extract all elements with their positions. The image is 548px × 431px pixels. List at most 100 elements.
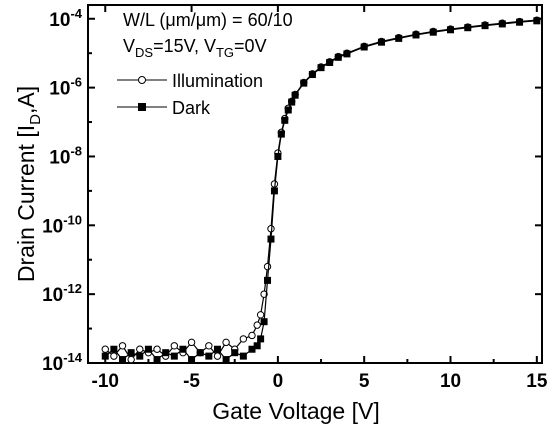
data-point-dark [248,345,256,353]
data-point-dark [101,352,109,360]
legend-label-dark: Dark [172,98,211,118]
data-point-dark [343,50,351,58]
data-point-dark [412,31,420,39]
legend: Illumination Dark [117,71,263,118]
data-point-dark [377,38,385,46]
legend-marker-dark-icon [138,103,146,111]
x-tick-label: 15 [526,371,548,392]
y-tick-label: 10-12 [42,281,82,306]
y-tick-label: 10-10 [42,212,82,237]
y-tick-label-base: 10 [49,79,70,100]
annotation-vtg-value: =0V [234,36,267,56]
y-tick-label: 10-4 [49,6,82,31]
data-point-dark [188,356,196,364]
data-point-dark [288,98,296,106]
data-point-dark [447,26,455,34]
data-point-dark [360,43,368,51]
data-point-illumination [170,342,179,350]
x-tick-label: 0 [273,371,284,392]
data-point-dark [144,345,152,353]
data-point-dark [231,349,239,357]
y-axis-title-main: Drain Current [I [13,125,39,282]
y-tick-label-exponent: -4 [70,6,82,21]
data-point-dark [284,106,292,114]
data-point-dark [267,235,275,243]
data-point-illumination [110,352,118,360]
legend-item-dark: Dark [117,98,211,118]
legend-marker-illumination-icon [138,76,146,84]
data-point-illumination [136,345,144,353]
data-point-dark [317,64,325,72]
annotation-bias: VDS=15V, VTG=0V [123,36,267,60]
y-tick-label: 10-8 [49,143,82,168]
y-tick-label-base: 10 [49,147,70,168]
y-tick-label-exponent: -14 [63,350,83,365]
data-point-illumination [213,352,222,360]
y-tick-label: 10-14 [42,350,83,375]
series-line-dark [104,20,537,361]
data-point-dark [119,356,127,364]
data-point-dark [481,22,489,30]
data-point-dark [127,349,135,357]
y-tick-label-exponent: -8 [70,143,82,158]
annotation-vds: V [123,36,135,56]
data-point-dark [308,71,316,79]
data-point-dark [253,342,261,350]
legend-item-illumination: Illumination [117,71,263,91]
data-point-dark [464,24,472,32]
data-point-dark [222,356,230,364]
y-tick-label-base: 10 [42,216,63,237]
data-point-dark [239,352,247,360]
plot-frame [87,4,543,364]
data-point-dark [281,116,289,124]
data-series-layer [101,16,541,364]
y-tick-label-exponent: -10 [63,212,82,227]
annotation-vds-value: =15V, [153,36,204,56]
data-point-illumination [222,338,230,347]
annotation-vtg: V [204,36,216,56]
data-point-dark [162,349,170,357]
x-tick-label: -5 [183,371,200,392]
y-tick-label: 10-6 [49,75,82,100]
data-point-dark [300,79,308,87]
annotation-vtg-sub: TG [216,45,234,60]
data-point-illumination [127,355,135,364]
y-tick-label-base: 10 [49,10,70,31]
data-point-illumination [101,345,109,353]
y-tick-label-base: 10 [42,285,63,306]
data-point-dark [270,187,278,195]
x-tick-label: 10 [440,371,461,392]
data-point-illumination [256,311,265,319]
data-point-dark [291,91,299,99]
data-point-dark [334,53,342,61]
legend-label-illumination: Illumination [172,71,263,91]
data-point-dark [260,318,268,326]
data-point-dark [264,276,272,284]
data-point-dark [257,335,265,343]
data-point-dark [516,18,524,26]
data-point-dark [110,345,118,353]
y-axis-title: Drain Current [ID,A] [13,86,44,282]
data-point-dark [277,130,285,138]
data-point-dark [326,58,334,66]
data-point-dark [170,352,178,360]
data-point-dark [429,28,437,36]
data-point-illumination [205,342,213,350]
data-point-dark [498,20,506,28]
data-point-illumination [153,345,161,353]
annotation-wl: W/L (μm/μm) = 60/10 [123,10,293,30]
data-point-illumination [248,331,256,340]
y-axis-title-tail: ,A] [13,86,39,114]
data-point-illumination [239,335,248,343]
x-axis-title: Gate Voltage [V] [212,398,380,424]
y-tick-label-exponent: -12 [63,281,82,296]
x-axis-ticks: -10 -5 0 5 10 15 [92,5,548,392]
data-point-illumination [118,342,127,350]
data-point-dark [395,34,403,42]
data-point-dark [196,349,204,357]
data-point-dark [153,356,161,364]
data-point-dark [213,345,221,353]
annotation-vds-sub: DS [135,45,153,60]
